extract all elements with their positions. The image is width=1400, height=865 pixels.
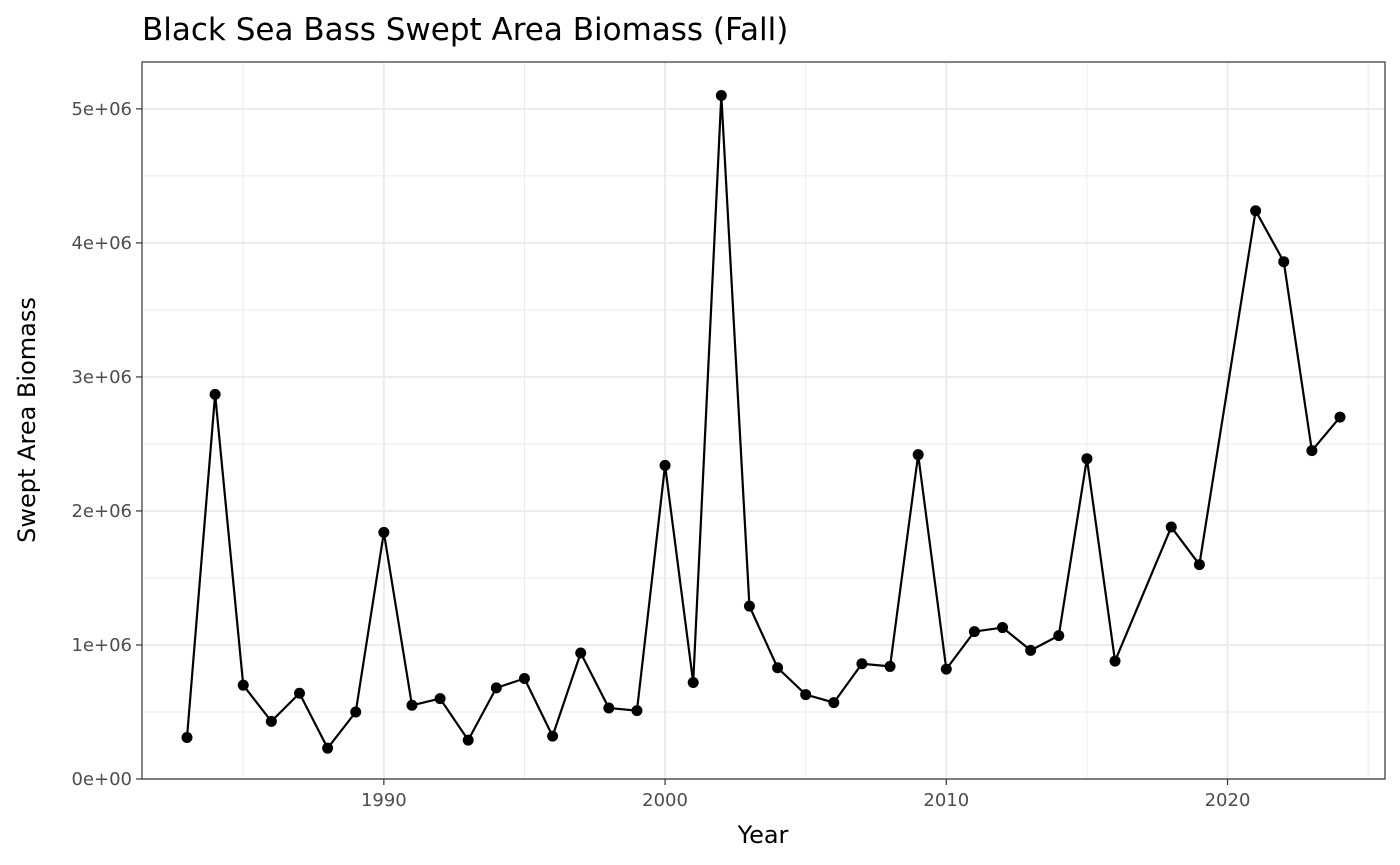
data-point bbox=[659, 459, 671, 471]
y-tick-label: 1e+06 bbox=[71, 635, 132, 656]
data-point bbox=[237, 679, 249, 691]
data-point bbox=[575, 647, 587, 659]
x-tick-label: 2000 bbox=[642, 790, 688, 811]
y-axis: 0e+00 1e+06 2e+06 3e+06 4e+06 5e+06 bbox=[71, 99, 142, 790]
data-point bbox=[1250, 205, 1262, 217]
data-point bbox=[772, 662, 784, 674]
x-axis: 1990 2000 2010 2020 bbox=[361, 779, 1250, 811]
data-point bbox=[603, 702, 615, 714]
data-point bbox=[378, 526, 390, 538]
data-point bbox=[406, 699, 418, 711]
data-point bbox=[997, 622, 1009, 634]
data-point bbox=[856, 658, 868, 670]
data-point bbox=[828, 697, 840, 709]
data-point bbox=[715, 90, 727, 102]
grid-minor bbox=[142, 62, 1385, 779]
data-point bbox=[1306, 445, 1318, 457]
x-axis-title: Year bbox=[737, 821, 789, 849]
data-point bbox=[350, 706, 362, 718]
data-point bbox=[800, 689, 812, 701]
y-tick-label: 0e+00 bbox=[71, 769, 132, 790]
data-point bbox=[1165, 521, 1177, 533]
x-tick-label: 1990 bbox=[361, 790, 407, 811]
series-line bbox=[185, 94, 1341, 750]
data-point bbox=[1278, 256, 1290, 268]
data-point bbox=[293, 687, 305, 699]
y-tick-label: 2e+06 bbox=[71, 501, 132, 522]
data-points bbox=[181, 90, 1346, 754]
data-point bbox=[434, 693, 446, 705]
panel-border bbox=[141, 61, 1386, 780]
data-point bbox=[547, 730, 559, 742]
data-point bbox=[631, 705, 643, 717]
series-line-group bbox=[185, 94, 1341, 750]
data-point bbox=[1053, 630, 1065, 642]
data-point bbox=[743, 600, 755, 612]
y-tick-label: 5e+06 bbox=[71, 99, 132, 120]
data-point bbox=[265, 715, 277, 727]
data-point bbox=[1081, 453, 1093, 465]
x-tick-label: 2020 bbox=[1205, 790, 1251, 811]
x-tick-label: 2010 bbox=[923, 790, 969, 811]
data-point bbox=[490, 682, 502, 694]
y-tick-label: 4e+06 bbox=[71, 233, 132, 254]
data-point bbox=[940, 663, 952, 675]
data-point bbox=[912, 449, 924, 461]
y-tick-label: 3e+06 bbox=[71, 367, 132, 388]
data-point bbox=[687, 677, 699, 689]
data-point bbox=[884, 660, 896, 672]
data-point bbox=[462, 734, 474, 746]
chart-title: Black Sea Bass Swept Area Biomass (Fall) bbox=[142, 12, 788, 48]
data-point bbox=[518, 672, 530, 684]
data-point bbox=[1334, 411, 1346, 423]
data-point bbox=[968, 626, 980, 638]
data-point bbox=[322, 742, 334, 754]
data-point bbox=[1193, 559, 1205, 571]
data-point bbox=[209, 388, 221, 400]
data-point bbox=[181, 731, 193, 743]
grid-major bbox=[142, 62, 1385, 780]
y-axis-title: Swept Area Biomass bbox=[13, 297, 41, 543]
data-point bbox=[1109, 655, 1121, 667]
data-point bbox=[1025, 644, 1037, 656]
